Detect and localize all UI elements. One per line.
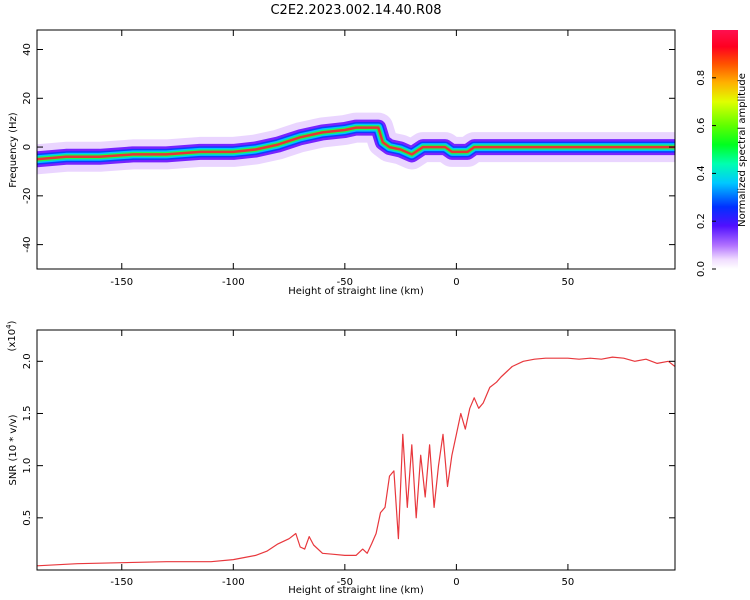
spectrogram-y-tick-label: 40 — [22, 43, 33, 56]
colorbar-gradient — [712, 30, 738, 269]
colorbar-tick-label: 0.8 — [696, 70, 707, 86]
spectral-ridge — [37, 112, 675, 175]
spectrogram-x-tick-label: -50 — [337, 277, 353, 288]
chart-title: C2E2.2023.002.14.40.R08 — [270, 3, 441, 18]
spectrogram-frame — [36, 29, 676, 270]
spectrogram-x-label: Height of straight line (km) — [288, 286, 424, 297]
snr-x-axis: -150 -100 -50 0 50 — [110, 330, 574, 588]
colorbar-label: Normalized spectral amplitude — [737, 73, 748, 227]
snr-y-axis: 0.5 1.0 1.5 2.0 — [22, 353, 675, 526]
snr-y-label: SNR (10 * v/v) — [8, 414, 19, 485]
spectrogram-y-tick-label: -20 — [22, 188, 33, 204]
colorbar-ticks: 0.0 0.2 0.4 0.6 0.8 — [696, 70, 716, 277]
spectrogram-x-tick-label: 0 — [453, 277, 459, 288]
snr-frame — [36, 329, 676, 571]
spectrogram-x-tick-label: 50 — [562, 277, 575, 288]
spectrogram-y-tick-label: -40 — [22, 236, 33, 252]
colorbar-tick-label: 0.2 — [696, 213, 707, 229]
snr-scale-label: (x104) — [5, 320, 18, 351]
snr-x-tick-label: 50 — [562, 577, 575, 588]
colorbar-tick-label: 0.4 — [696, 165, 707, 181]
spectrogram-y-tick-label: 0 — [22, 144, 33, 150]
snr-y-tick-label: 1.5 — [22, 406, 33, 422]
colorbar-tick-label: 0.0 — [696, 261, 707, 277]
colorbar-tick-label: 0.6 — [696, 118, 707, 134]
spectrogram-panel: -150 -100 -50 0 50 40 20 0 -20 -40 Height of str… — [8, 29, 676, 297]
spectrogram-y-label: Frequency (Hz) — [8, 112, 19, 188]
spectrogram-y-axis: 40 20 0 -20 -40 — [22, 43, 675, 253]
snr-x-tick-label: 0 — [453, 577, 459, 588]
snr-y-tick-label: 2.0 — [22, 353, 33, 369]
ridge-core — [37, 126, 675, 161]
snr-line — [37, 356, 675, 567]
snr-y-tick-label: 0.5 — [22, 510, 33, 526]
spectrogram-y-tick-label: 20 — [22, 92, 33, 105]
snr-x-tick-label: -100 — [222, 577, 245, 588]
snr-x-tick-label: -150 — [110, 577, 133, 588]
snr-x-label: Height of straight line (km) — [288, 585, 424, 596]
snr-series — [37, 356, 675, 567]
snr-y-tick-label: 1.0 — [22, 458, 33, 474]
snr-panel: -150 -100 -50 0 50 0.5 1.0 1.5 2.0 Height of st… — [5, 320, 676, 596]
snr-x-tick-label: -50 — [337, 577, 353, 588]
spectrogram-x-axis: -150 -100 -50 0 50 — [110, 30, 574, 288]
spectrogram-x-tick-label: -100 — [222, 277, 245, 288]
spectrogram-x-tick-label: -150 — [110, 277, 133, 288]
colorbar: 0.0 0.2 0.4 0.6 0.8 Normalized spectral ampl… — [696, 30, 748, 277]
